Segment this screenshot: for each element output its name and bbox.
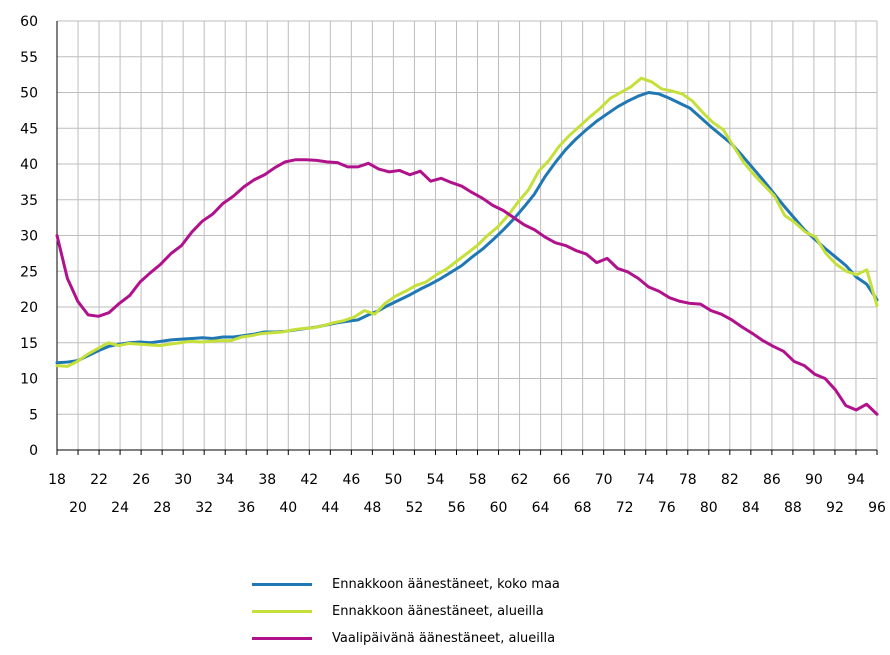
x-tick-label: 28	[153, 500, 171, 516]
x-tick-label: 88	[784, 500, 802, 516]
x-tick-label: 94	[847, 472, 865, 488]
series-line-0	[55, 91, 879, 365]
x-tick-label: 20	[69, 500, 87, 516]
y-tick-label: 10	[20, 372, 38, 388]
y-tick-label: 25	[20, 264, 38, 280]
y-tick-labels: 0 5 10 15 20 25 30 35 40 45 50 55 60	[20, 14, 38, 459]
x-tick-label: 52	[406, 500, 424, 516]
x-tick-label: 84	[742, 500, 760, 516]
x-tick-label: 72	[616, 500, 634, 516]
x-tick-label: 74	[637, 472, 655, 488]
x-tick-label: 82	[721, 472, 739, 488]
series-line-2	[55, 158, 879, 416]
x-tick-label: 96	[868, 500, 886, 516]
x-tick-label: 26	[132, 472, 150, 488]
axes	[56, 21, 878, 455]
y-tick-label: 15	[20, 336, 38, 352]
x-tick-label: 80	[700, 500, 718, 516]
x-tick-label: 30	[174, 472, 192, 488]
gridlines	[57, 20, 878, 450]
y-tick-label: 30	[20, 229, 38, 245]
series-line-1	[55, 76, 879, 368]
y-tick-label: 50	[20, 86, 38, 102]
x-tick-label: 56	[448, 500, 466, 516]
x-tick-label: 50	[384, 472, 402, 488]
y-tick-label: 55	[20, 50, 38, 66]
x-tick-label: 44	[321, 500, 339, 516]
x-tick-label: 54	[427, 472, 445, 488]
y-tick-label: 5	[29, 407, 38, 423]
y-tick-label: 40	[20, 157, 38, 173]
x-tick-label: 36	[237, 500, 255, 516]
series-lines	[55, 76, 879, 416]
y-tick-label: 35	[20, 193, 38, 209]
x-tick-label: 92	[826, 500, 844, 516]
x-tick-label: 22	[90, 472, 108, 488]
x-tick-label: 64	[532, 500, 550, 516]
x-tick-label: 42	[300, 472, 318, 488]
y-tick-label: 60	[20, 14, 38, 30]
x-tick-label: 66	[553, 472, 571, 488]
y-tick-label: 0	[29, 443, 38, 459]
x-tick-label: 46	[342, 472, 360, 488]
x-tick-label: 34	[216, 472, 234, 488]
legend-label-ennakko-alueilla: Ennakkoon äänestäneet, alueilla	[332, 604, 544, 619]
legend-item-koko-maa: Ennakkoon äänestäneet, koko maa	[252, 571, 560, 598]
legend: Ennakkoon äänestäneet, koko maa Ennakkoo…	[252, 571, 560, 652]
x-tick-label: 68	[574, 500, 592, 516]
x-tick-label: 18	[48, 472, 66, 488]
x-tick-label: 60	[490, 500, 508, 516]
legend-swatch-ennakko-alueilla	[252, 610, 312, 613]
x-tick-label: 78	[679, 472, 697, 488]
x-tick-label: 62	[511, 472, 529, 488]
x-tick-label: 76	[658, 500, 676, 516]
legend-item-vaalipaiva-alueilla: Vaalipäivänä äänestäneet, alueilla	[252, 625, 560, 652]
x-tick-label: 86	[763, 472, 781, 488]
x-tick-label: 24	[111, 500, 129, 516]
legend-item-ennakko-alueilla: Ennakkoon äänestäneet, alueilla	[252, 598, 560, 625]
y-tick-label: 45	[20, 121, 38, 137]
x-tick-label: 90	[805, 472, 823, 488]
x-tick-labels: 18 22 26 30 34 38 42 46 50 54 58 62 66 70 74 78 82 86 90 94…	[48, 472, 886, 516]
x-tick-label: 58	[469, 472, 487, 488]
legend-label-koko-maa: Ennakkoon äänestäneet, koko maa	[332, 577, 560, 592]
y-tick-label: 20	[20, 300, 38, 316]
legend-label-vaalipaiva-alueilla: Vaalipäivänä äänestäneet, alueilla	[332, 631, 556, 646]
x-tick-label: 38	[258, 472, 276, 488]
x-tick-label: 40	[279, 500, 297, 516]
legend-swatch-vaalipaiva-alueilla	[252, 637, 312, 640]
x-tick-label: 48	[363, 500, 381, 516]
x-tick-label: 32	[195, 500, 213, 516]
x-tick-label: 70	[595, 472, 613, 488]
legend-swatch-koko-maa	[252, 583, 312, 586]
